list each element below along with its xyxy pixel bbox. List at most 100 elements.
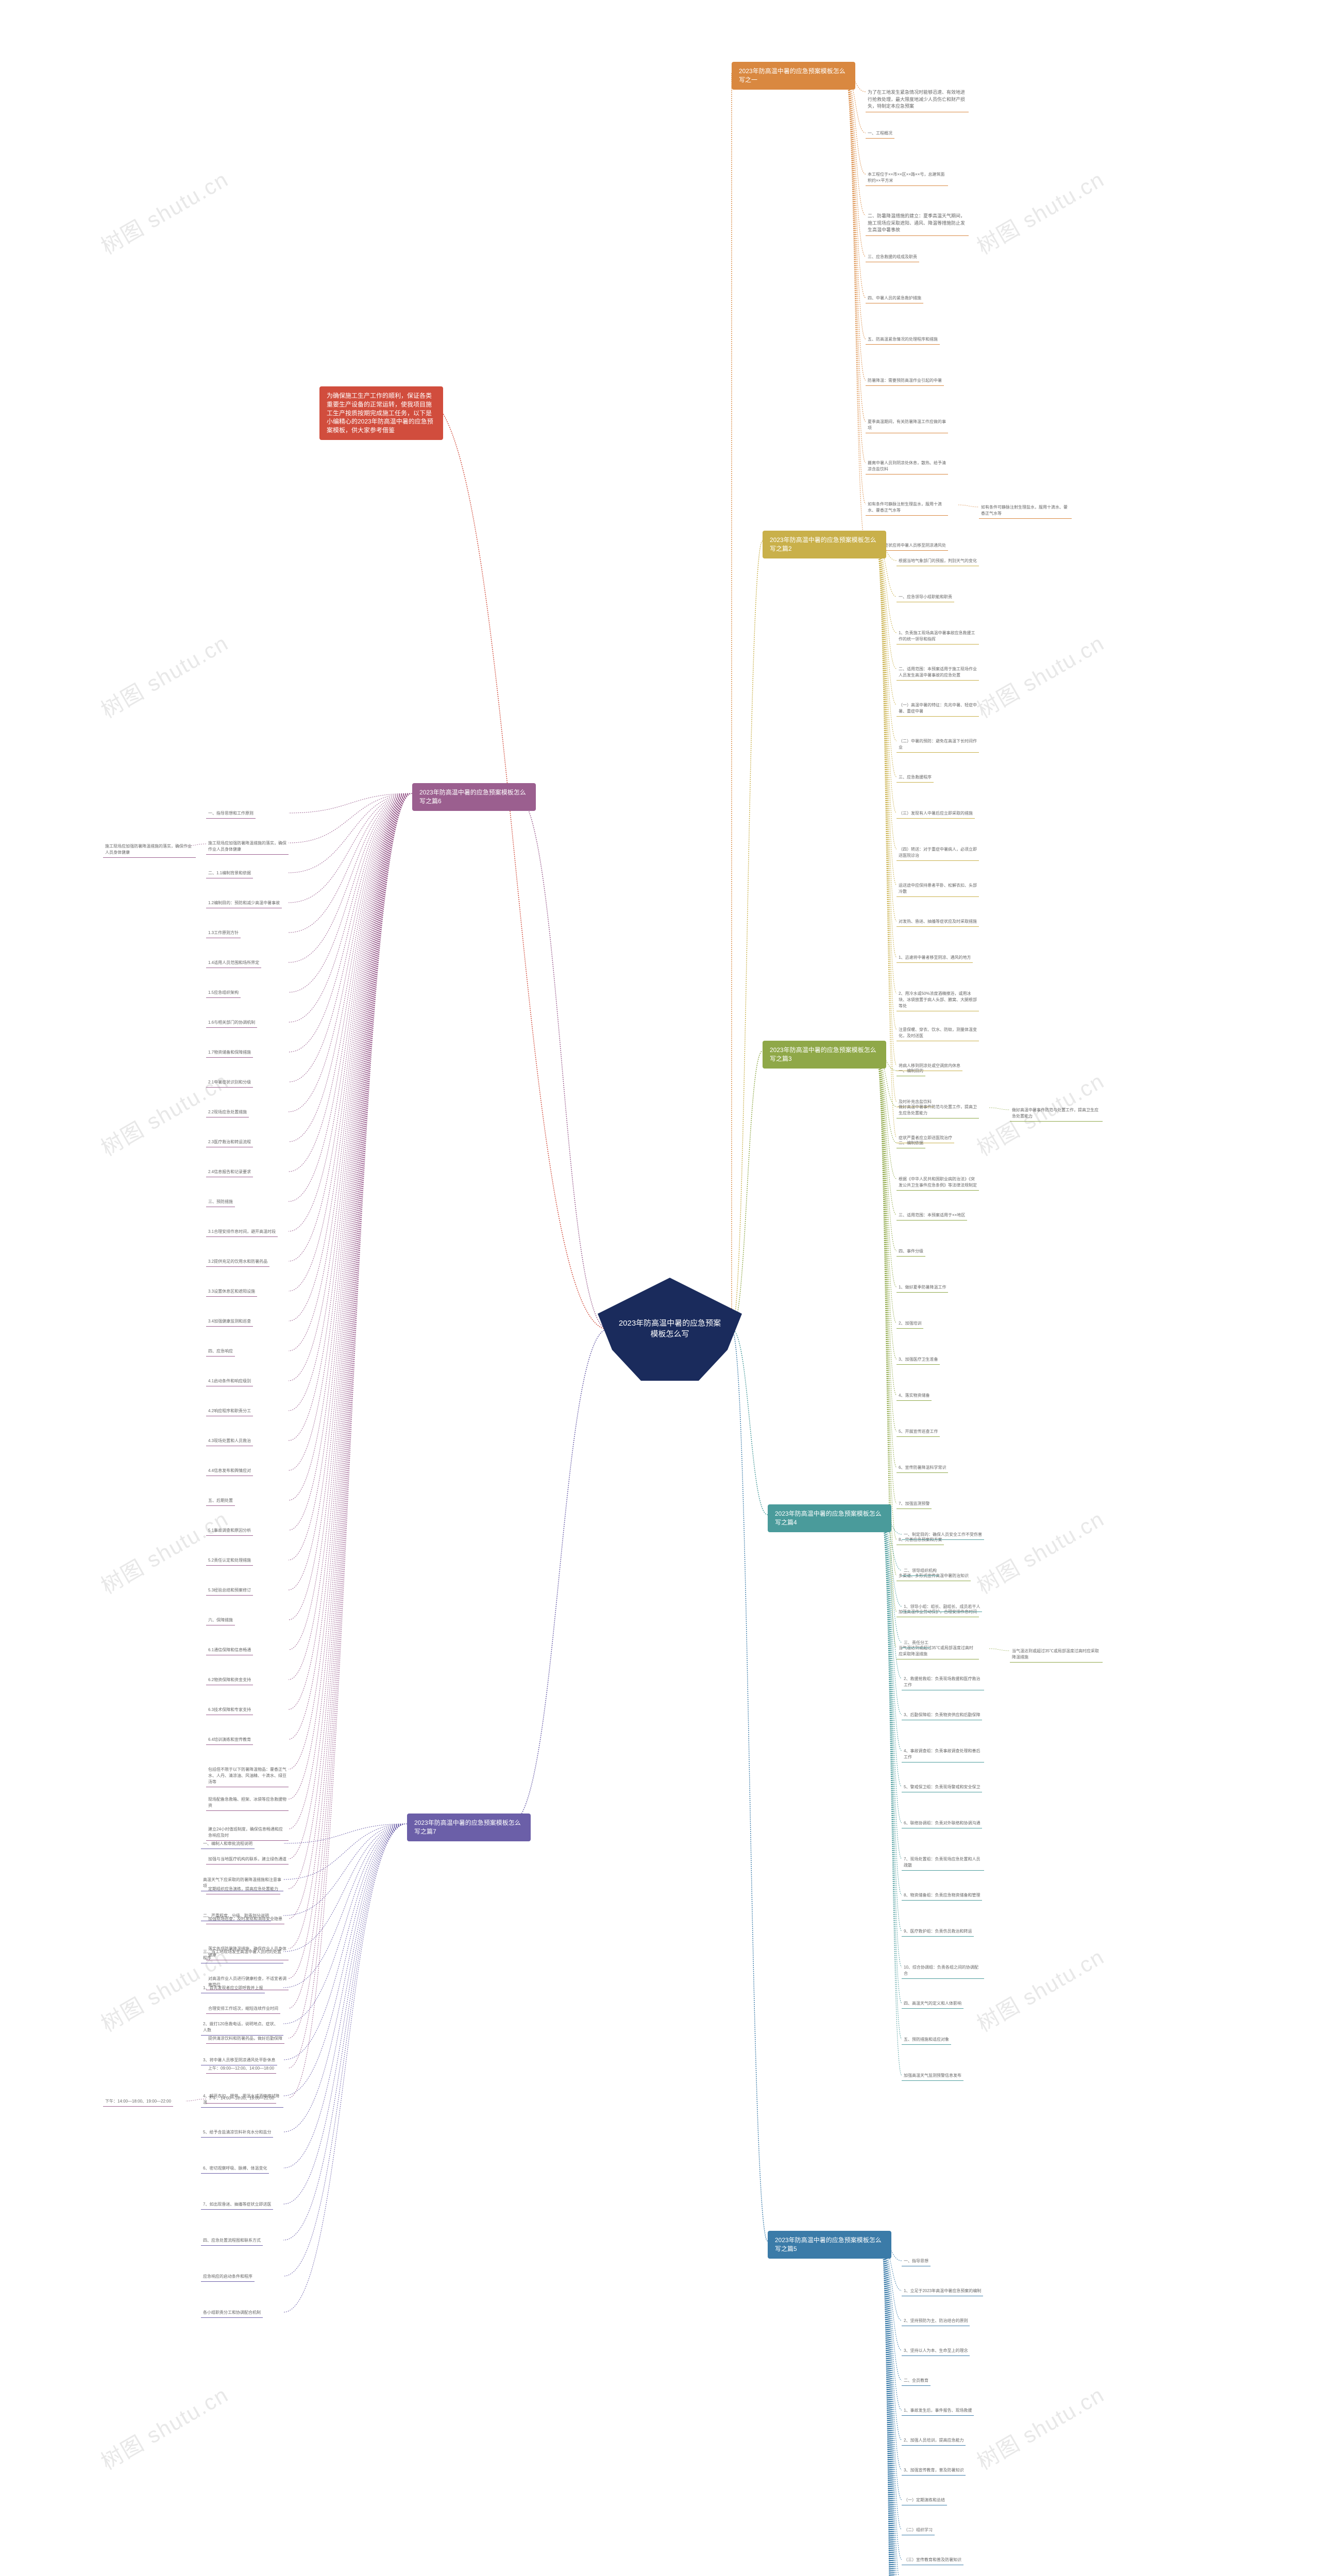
leaf-node[interactable]: 3.4加强健康监测和巡查 (206, 1317, 253, 1327)
leaf-node[interactable]: 六、保障措施 (206, 1616, 235, 1625)
leaf-node[interactable]: 二、领导组织机构 (902, 1566, 939, 1576)
leaf-node[interactable]: 1、负责施工现场高温中暑事故应急救援工作的统一领导和指挥 (897, 629, 979, 645)
leaf-node[interactable]: （一）定期演练和总结 (902, 2496, 947, 2505)
leaf-node[interactable]: 6、密切观察呼吸、脉搏、体温变化 (201, 2164, 269, 2174)
leaf-node[interactable]: 三、适用范围：本预案适用于××地区 (897, 1211, 967, 1221)
leaf-node[interactable]: 应急响应的启动条件和程序 (201, 2272, 255, 2282)
branch-node[interactable]: 2023年防高温中暑的应急预案模板怎么写之篇7 (407, 1814, 531, 1841)
leaf-node[interactable]: 6、联络协调组：负责对外联络和协调沟通 (902, 1819, 982, 1828)
leaf-node[interactable]: 2、救援抢救组：负责现场救援和医疗救治工作 (902, 1674, 984, 1690)
sub-leaf-node[interactable]: 当气温达到或超过35℃或局部温度过高时应采取降温措施 (1010, 1647, 1103, 1663)
leaf-node[interactable]: 6.3技术保障和专家支持 (206, 1705, 253, 1715)
leaf-node[interactable]: 现场配备急救箱、担架、冰袋等应急救援物资 (206, 1795, 289, 1811)
leaf-node[interactable]: 做好高温中暑事件防范与处置工作，提高卫生应急处置能力 (897, 1103, 979, 1118)
leaf-node[interactable]: 2、加强人员培训，提高应急能力 (902, 2436, 966, 2446)
leaf-node[interactable]: 提供清凉饮料和防暑药品，做好后勤保障 (206, 2034, 284, 2044)
leaf-node[interactable]: 1.2编制目的：预防和减少高温中暑事故 (206, 899, 282, 908)
leaf-node[interactable]: （一）高温中暑的特征：先兆中暑、轻症中暑、重症中暑 (897, 701, 979, 717)
leaf-node[interactable]: 3、加强宣传教育，普及防暑知识 (902, 2466, 966, 2476)
leaf-node[interactable]: 夏季高温期间，有关防暑降温工作应做的事项 (866, 417, 948, 433)
branch-node[interactable]: 2023年防高温中暑的应急预案模板怎么写之篇4 (768, 1504, 891, 1532)
leaf-node[interactable]: 1.4适用人员范围和场所界定 (206, 958, 261, 968)
leaf-node[interactable]: 上午：09:00—12:00、14:00—18:00 (206, 2064, 276, 2074)
leaf-node[interactable]: 4、事故调查组：负责事故调查处理和善后工作 (902, 1747, 984, 1762)
leaf-node[interactable]: 5.1事故调查和原因分析 (206, 1526, 253, 1536)
leaf-node[interactable]: 三、应急救援程序 (897, 773, 934, 783)
leaf-node[interactable]: 四、应急处置流程图和联系方式 (201, 2236, 263, 2246)
branch-node[interactable]: 2023年防高温中暑的应急预案模板怎么写之篇2 (763, 531, 886, 558)
leaf-node[interactable]: 一、指导思想 (902, 2257, 931, 2266)
leaf-node[interactable]: 三、应急救援的组成及职责 (866, 252, 919, 262)
leaf-node[interactable]: 三、预防措施 (206, 1197, 235, 1207)
leaf-node[interactable]: 1.5应急组织架构 (206, 988, 241, 998)
sub-leaf-node[interactable]: 如有条件可静脉注射生理盐水，服用十滴水、藿香正气水等 (979, 503, 1072, 519)
leaf-node[interactable]: 一、编制目的 (897, 1066, 925, 1076)
leaf-node[interactable]: 二、1.1编制背景和依据 (206, 869, 253, 878)
leaf-node[interactable]: 一、指导思想和工作原则 (206, 809, 256, 819)
leaf-node[interactable]: 加强与当地医疗机构的联系，建立绿色通道 (206, 1855, 289, 1865)
leaf-node[interactable]: 2.4信息报告和记录要求 (206, 1167, 253, 1177)
sub-leaf-node[interactable]: 下午：14:00—18:00、19:00—22:00 (103, 2097, 173, 2107)
leaf-node[interactable]: 3.1合理安排作息时间，避开高温时段 (206, 1227, 278, 1237)
leaf-node[interactable]: 7、加强监测预警 (897, 1499, 932, 1509)
leaf-node[interactable]: 五、防高温紧急情况的处理程序和措施 (866, 335, 940, 345)
leaf-node[interactable]: 6.2物资保障和资金支持 (206, 1675, 253, 1685)
leaf-node[interactable]: 3.3设置休息区和遮阳设施 (206, 1287, 257, 1297)
leaf-node[interactable]: 3、加强医疗卫生准备 (897, 1355, 940, 1365)
leaf-node[interactable]: 5.3经验总结和预案修订 (206, 1586, 253, 1596)
leaf-node[interactable]: 4.1启动条件和响应级别 (206, 1377, 253, 1386)
branch-node[interactable]: 2023年防高温中暑的应急预案模板怎么写之篇5 (768, 2231, 891, 2259)
leaf-node[interactable]: 对高温作业人员进行健康检查，不适宜者调离岗位 (206, 1974, 289, 1990)
leaf-node[interactable]: 3、坚持以人为本、生命至上的理念 (902, 2346, 970, 2356)
leaf-node[interactable]: 加强现场巡查，及时发现和消除安全隐患 (206, 1914, 284, 1924)
leaf-node[interactable]: （三）发现有人中暑后应立即采取的措施 (897, 809, 975, 819)
leaf-node[interactable]: 四、高温天气的定义和人体影响 (902, 1999, 963, 2009)
leaf-node[interactable]: 各小组职责分工和协调配合机制 (201, 2308, 263, 2318)
leaf-node[interactable]: 1、迅速将中暑者移至阴凉、通风的地方 (897, 953, 973, 963)
leaf-node[interactable]: 1、事故发生后，事件报告、现场救援 (902, 2406, 974, 2416)
leaf-node[interactable]: 搬离中暑人员到阴凉处休息，散热、给予清凉含盐饮料 (866, 459, 948, 474)
leaf-node[interactable]: 2.3医疗救治和转运流程 (206, 1138, 253, 1147)
leaf-node[interactable]: 2、加强培训 (897, 1319, 923, 1329)
leaf-node[interactable]: 1、领导小组：组长、副组长、成员若干人 (902, 1602, 982, 1612)
leaf-node[interactable]: 一、工程概况 (866, 129, 894, 139)
leaf-node[interactable]: 2、用冷水或50%浓度酒精擦浴，或用冰块、冰袋放置于病人头部、腋窝、大腿根部等处 (897, 989, 979, 1011)
leaf-node[interactable]: （二）中暑的预防：避免在高温下长时间作业 (897, 737, 979, 753)
leaf-node[interactable]: 二、防暑降温措施的建立：夏季高温天气期间，施工现场应采取遮阳、通风、降温等措施防… (866, 211, 969, 236)
leaf-node[interactable]: 本工程位于××市××区××路××号，总建筑面积约××平方米 (866, 170, 948, 186)
leaf-node[interactable]: 5.2责任认定和处理措施 (206, 1556, 253, 1566)
leaf-node[interactable]: 2.1中暑症状识别和分级 (206, 1078, 253, 1088)
leaf-node[interactable]: 为了在工地发生紧急情况时能够迅速、有效地进行抢救处理，最大限度地减少人员伤亡和财… (866, 88, 969, 112)
leaf-node[interactable]: （二）组织学习 (902, 2526, 935, 2535)
leaf-node[interactable]: 合理安排工作班次，缩短连续作业时间 (206, 2004, 280, 2014)
leaf-node[interactable]: 1.6与相关部门的协调机制 (206, 1018, 257, 1028)
leaf-node[interactable]: 9、医疗救护组：负责伤员救治和转运 (902, 1927, 974, 1937)
branch-node[interactable]: 为确保施工生产工作的顺利，保证各类重要生产设备的正常运转，使我项目施工生产按质按… (319, 386, 443, 440)
leaf-node[interactable]: 运送途中应保持患者平卧、松解衣扣、头部冷敷 (897, 881, 979, 897)
leaf-node[interactable]: 2、拨打120急救电话，说明地点、症状、人数 (201, 2020, 283, 2036)
leaf-node[interactable]: 建立24小时值班制度，确保信息畅通和应急响应及时 (206, 1825, 289, 1841)
sub-leaf-node[interactable]: 施工现场应加强防暑降温措施的落实，确保作业人员身体健康 (103, 842, 196, 858)
leaf-node[interactable]: 如有条件可静脉注射生理盐水，服用十滴水、藿香正气水等 (866, 500, 948, 516)
branch-node[interactable]: 2023年防高温中暑的应急预案模板怎么写之篇6 (412, 783, 536, 811)
leaf-node[interactable]: 二、适用范围：本预案适用于施工现场作业人员发生高温中暑事故的应急处置 (897, 665, 979, 681)
leaf-node[interactable]: 落实各项防暑降温措施，确保作业人员身体健康 (206, 1944, 289, 1960)
leaf-node[interactable]: 4.2响应程序和职责分工 (206, 1406, 253, 1416)
leaf-node[interactable]: 四、事件分级 (897, 1247, 925, 1257)
leaf-node[interactable]: 7、现场处置组：负责现场应急处置和人员疏散 (902, 1855, 984, 1871)
leaf-node[interactable]: 1、立足于2023年高温中暑应急预案的编制 (902, 2286, 983, 2296)
leaf-node[interactable]: 定期组织应急演练，提高应急处置能力 (206, 1885, 280, 1894)
branch-node[interactable]: 2023年防高温中暑的应急预案模板怎么写之一 (732, 62, 855, 90)
leaf-node[interactable]: （三）宣传教育和普及防暑知识 (902, 2555, 963, 2565)
leaf-node[interactable]: 一、应急领导小组职能和职责 (897, 592, 954, 602)
leaf-node[interactable]: 下午：14:00—18:00、19:00—22:00 (206, 2094, 276, 2104)
leaf-node[interactable]: 五、预防措施和适应对象 (902, 2035, 951, 2045)
leaf-node[interactable]: 五、后期处置 (206, 1496, 235, 1506)
leaf-node[interactable]: 1.7物资储备和保障措施 (206, 1048, 253, 1058)
leaf-node[interactable]: 10、综合协调组：负责各组之间的协调配合 (902, 1963, 984, 1979)
leaf-node[interactable]: 三、责任分工 (902, 1638, 931, 1648)
leaf-node[interactable]: 6.4培训演练和宣传教育 (206, 1735, 253, 1745)
leaf-node[interactable]: 6.1通信保障和信息畅通 (206, 1646, 253, 1655)
leaf-node[interactable]: 5、给予含盐清凉饮料补充水分和盐分 (201, 2128, 273, 2138)
leaf-node[interactable]: 8、物资储备组：负责应急物资储备和管理 (902, 1891, 982, 1901)
